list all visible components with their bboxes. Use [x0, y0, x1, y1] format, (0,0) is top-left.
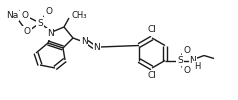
- Text: N: N: [81, 38, 87, 46]
- Text: N: N: [94, 42, 100, 52]
- Text: Cl: Cl: [148, 72, 156, 80]
- Text: O: O: [21, 10, 29, 20]
- Text: CH₃: CH₃: [71, 10, 86, 20]
- Text: S: S: [37, 18, 43, 28]
- Text: Na: Na: [6, 10, 18, 20]
- Text: N: N: [190, 56, 196, 65]
- Text: N: N: [47, 30, 53, 38]
- Text: S: S: [177, 56, 183, 65]
- Text: O: O: [183, 46, 190, 55]
- Text: O: O: [183, 66, 190, 75]
- Text: O: O: [24, 28, 30, 36]
- Text: O: O: [45, 6, 53, 16]
- Text: H: H: [194, 62, 200, 71]
- Text: ·: ·: [18, 8, 20, 16]
- Text: Cl: Cl: [148, 26, 156, 34]
